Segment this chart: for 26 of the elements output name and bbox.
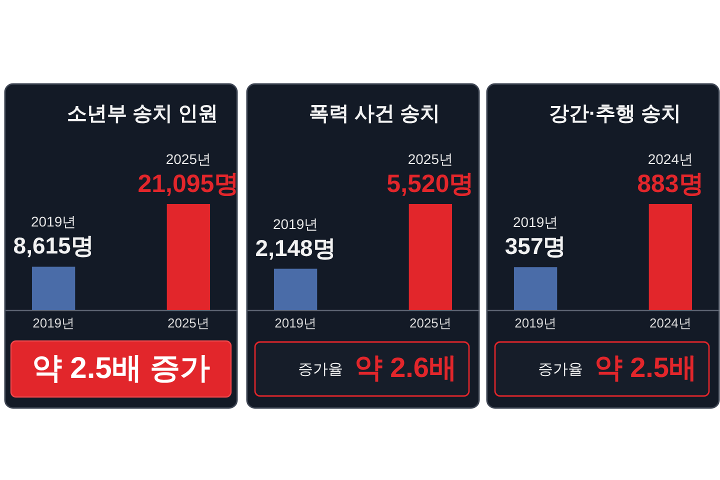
- data-label: 357명: [504, 233, 566, 260]
- x-tick-label: 2019년: [274, 316, 317, 330]
- x-tick-label: 2019년: [514, 316, 557, 330]
- annotation: 2024년: [648, 151, 694, 167]
- x-tick-label: 2024년: [649, 316, 692, 330]
- annotation: 2025년: [408, 151, 454, 167]
- chart-title: 소년부 송치 인원: [67, 103, 218, 125]
- data-label: 2,148명: [255, 234, 336, 261]
- annotation: 2019년: [512, 214, 558, 230]
- data-label: 8,615명: [13, 232, 94, 259]
- chart-title: 폭력 사건 송치: [309, 103, 440, 125]
- text: 증가율: [298, 361, 344, 378]
- text: 약 2.6배: [354, 352, 457, 383]
- text: 증가율: [538, 361, 584, 378]
- data-label: 883명: [637, 170, 704, 198]
- x-tick-label: 2025년: [409, 316, 452, 330]
- annotation: 2019년: [272, 216, 318, 232]
- text: 약 2.5배 증가: [32, 352, 210, 385]
- data-label: 21,095명: [138, 170, 240, 198]
- chart-title: 강간·추행 송치: [549, 103, 682, 125]
- text: 약 2.5배: [594, 352, 697, 383]
- x-tick-label: 2019년: [32, 316, 75, 330]
- x-tick-label: 2025년: [167, 316, 210, 330]
- annotation: 2019년: [30, 214, 76, 230]
- annotation: 2025년: [166, 151, 212, 167]
- data-label: 5,520명: [386, 170, 474, 198]
